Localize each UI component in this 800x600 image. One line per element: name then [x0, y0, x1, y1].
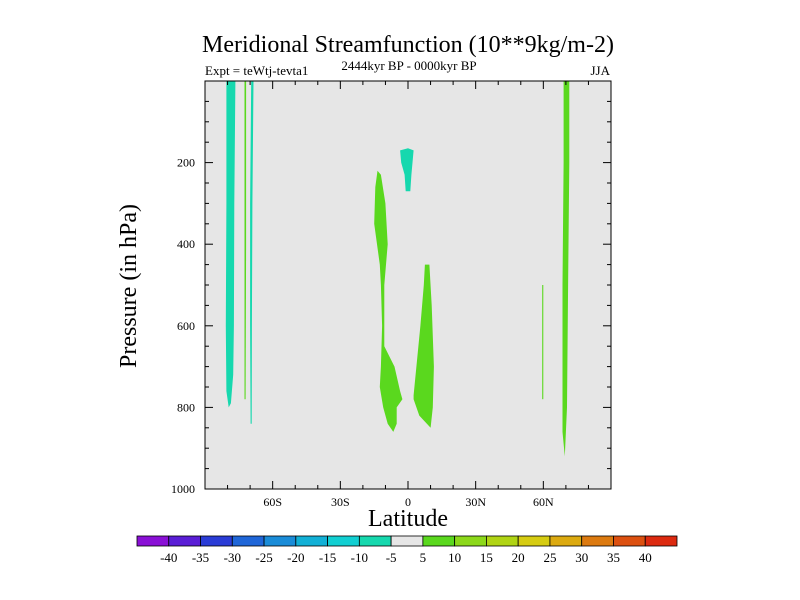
colorbar-label: -30	[224, 550, 241, 565]
plot-area	[205, 81, 611, 489]
colorbar: -40 -35 -30 -25 -20 -15 -10 -5 5 10 15 20 25 30 35 40	[136, 535, 678, 565]
y-tick-label: 800	[177, 400, 195, 414]
colorbar-box	[136, 535, 170, 547]
x-axis-label: Latitude	[368, 506, 448, 532]
colorbar-box	[168, 535, 201, 547]
contour-regions	[225, 81, 570, 457]
colorbar-label: 40	[639, 550, 652, 565]
contour-region-1	[225, 81, 236, 408]
colorbar-box	[422, 535, 456, 547]
x-tick-label: 30S	[331, 495, 350, 509]
contour-region-2	[244, 81, 247, 400]
colorbar-box	[581, 535, 614, 547]
colorbar-box	[517, 535, 551, 547]
colorbar-box	[644, 535, 678, 547]
colorbar-box	[613, 535, 646, 547]
colorbar-label: 30	[575, 550, 588, 565]
colorbar-box	[390, 535, 424, 547]
chart-subtitle-center: 2444kyr BP - 0000kyr BP	[341, 58, 476, 73]
y-tick-label: 400	[177, 237, 195, 251]
colorbar-label: 25	[543, 550, 556, 565]
contour-region-7	[542, 285, 544, 400]
y-tick-label: 200	[177, 156, 195, 170]
axis-ticks: 60S 30S 0 30N 60N 200 400 600 800 1000	[171, 81, 611, 509]
colorbar-label: -5	[386, 550, 397, 565]
colorbar-box	[358, 535, 392, 547]
y-axis-label: Pressure (in hPa)	[116, 204, 142, 368]
x-tick-label: 30N	[465, 495, 486, 509]
chart-subtitle-left: Expt = teWtj-tevta1	[205, 63, 308, 78]
colorbar-label: 15	[480, 550, 493, 565]
colorbar-label: 5	[420, 550, 427, 565]
colorbar-label: -40	[160, 550, 177, 565]
colorbar-label: -10	[351, 550, 368, 565]
colorbar-label: -15	[319, 550, 336, 565]
colorbar-box	[486, 535, 519, 547]
colorbar-box	[200, 535, 233, 547]
colorbar-box	[231, 535, 265, 547]
y-tick-label: 600	[177, 319, 195, 333]
colorbar-label: 20	[512, 550, 525, 565]
colorbar-box	[549, 535, 583, 547]
x-tick-label: 60N	[533, 495, 554, 509]
x-tick-label: 0	[405, 495, 411, 509]
x-tick-label: 60S	[263, 495, 282, 509]
y-tick-label: 1000	[171, 482, 195, 496]
contour-region-3	[250, 81, 254, 424]
contour-region-6	[413, 264, 434, 428]
colorbar-box	[263, 535, 297, 547]
colorbar-box	[327, 535, 360, 547]
colorbar-label: 35	[607, 550, 620, 565]
colorbar-box	[454, 535, 487, 547]
colorbar-box	[295, 535, 328, 547]
chart-subtitle-right: JJA	[590, 63, 610, 78]
colorbar-label: 10	[448, 550, 461, 565]
contour-region-8	[562, 81, 570, 457]
contour-region-4	[400, 148, 414, 192]
contour-region-5	[374, 170, 403, 432]
colorbar-label: -35	[192, 550, 209, 565]
colorbar-label: -20	[287, 550, 304, 565]
colorbar-label: -25	[255, 550, 272, 565]
chart-title: Meridional Streamfunction (10**9kg/m-2)	[202, 32, 614, 58]
